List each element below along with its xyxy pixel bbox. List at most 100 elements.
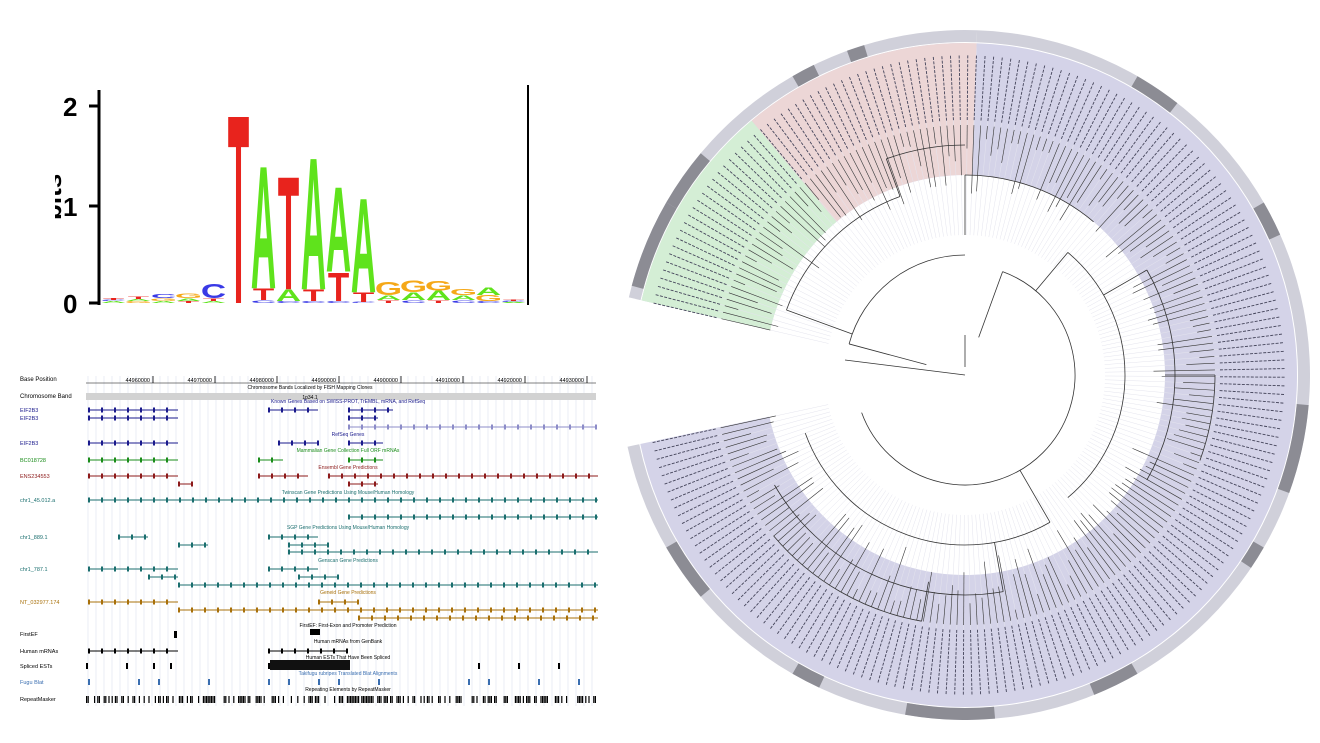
leaf-label (1178, 513, 1234, 550)
leaf-branch (787, 532, 807, 552)
exon (426, 514, 428, 520)
leaf-label (1212, 299, 1277, 316)
exon (439, 514, 441, 520)
exon (348, 407, 350, 413)
exon (101, 648, 103, 654)
ring-segment-dark (905, 702, 996, 721)
exon (140, 599, 142, 605)
exon (464, 582, 466, 588)
leaf-branch (871, 592, 878, 607)
exon (582, 514, 584, 520)
leaf-branch (782, 514, 817, 547)
exon (556, 514, 558, 520)
exon (88, 440, 90, 446)
track-label: EIF2B3 (20, 441, 38, 447)
leaf-label (1153, 546, 1203, 591)
chromosome-band-label: Chromosome Band (20, 394, 72, 400)
leaf-branch (858, 548, 884, 602)
exon (270, 497, 272, 503)
leaf-branch (909, 589, 918, 619)
leaf-label (679, 229, 738, 260)
ring-segment-dark (792, 64, 820, 87)
fugu-block (288, 679, 290, 685)
exon (131, 534, 133, 540)
exon (452, 497, 454, 503)
leaf-branch (1092, 504, 1141, 554)
exon (114, 648, 116, 654)
leaf-label (1203, 464, 1265, 488)
exon (522, 549, 524, 555)
exon (412, 607, 414, 613)
exon (178, 582, 180, 588)
leaf-guide (992, 124, 1016, 238)
exon (192, 497, 194, 503)
leaf-branch (1154, 296, 1203, 314)
leaf-label (1187, 219, 1245, 252)
exon (324, 574, 326, 580)
repeat-block (526, 696, 528, 703)
repeat-block (212, 696, 214, 703)
exon (297, 473, 299, 479)
phylogenetic-tree (620, 30, 1310, 721)
genome-browser-view: Base Position 44960000 44970000 44980000 44… (18, 370, 600, 708)
exon (569, 497, 571, 503)
est-block (170, 663, 172, 669)
leaf-branch (1075, 549, 1099, 587)
leaf-branch (725, 434, 768, 448)
logo-y-tick-label-0: 0 (63, 289, 77, 315)
track-title: Human mRNAs from GenBank (314, 639, 383, 645)
exon (581, 607, 583, 613)
track-label: FirstEF (20, 632, 38, 638)
leaf-label (1067, 81, 1095, 142)
leaf-branch (1076, 165, 1102, 203)
leaf-branch (726, 298, 772, 314)
leaf-label (1128, 570, 1172, 621)
exon (114, 473, 116, 479)
leaf-label (1131, 132, 1175, 183)
leaf-label (1057, 612, 1083, 674)
leaf-branch (1102, 181, 1124, 207)
exon (553, 615, 555, 621)
repeat-block (431, 696, 433, 703)
exon (204, 582, 206, 588)
leaf-label (734, 152, 782, 199)
leaf-label (711, 178, 764, 220)
leaf-label (1044, 616, 1066, 679)
firstef-block (174, 631, 177, 638)
leaf-label (1054, 75, 1079, 137)
leaf-label (1076, 603, 1106, 663)
exon (542, 607, 544, 613)
leaf-label (1085, 93, 1118, 151)
leaf-branch (840, 542, 870, 593)
leaf-label (759, 128, 803, 180)
logo-letter-A: A (251, 129, 276, 315)
leaf-branch (780, 206, 826, 248)
leaf-branch (900, 133, 905, 147)
leaf-branch (933, 126, 936, 144)
logo-letter-T: T (328, 266, 349, 311)
exon (204, 607, 206, 613)
leaf-branch (743, 462, 799, 492)
leaf-label (696, 199, 752, 236)
repeat-block (111, 696, 113, 703)
logo-letter-G: G (175, 292, 202, 300)
leaf-branch (1011, 132, 1028, 195)
leaf-branch (736, 273, 777, 293)
exon (127, 415, 129, 421)
logo-letter-A: A (476, 286, 502, 298)
leaf-label (773, 118, 813, 171)
ring-segment-dark (847, 45, 868, 63)
leaf-label (1166, 530, 1219, 571)
exon (379, 549, 381, 555)
leaf-label (1088, 597, 1122, 655)
leaf-branch (826, 166, 863, 221)
leaf-branch (1047, 151, 1079, 212)
repeat-block (225, 696, 227, 703)
leaf-branch (919, 129, 932, 188)
leaf-branch (913, 130, 922, 167)
exon (328, 473, 330, 479)
leaf-label (1172, 189, 1227, 229)
exon (451, 582, 453, 588)
logo-letter-G: G (375, 278, 402, 299)
